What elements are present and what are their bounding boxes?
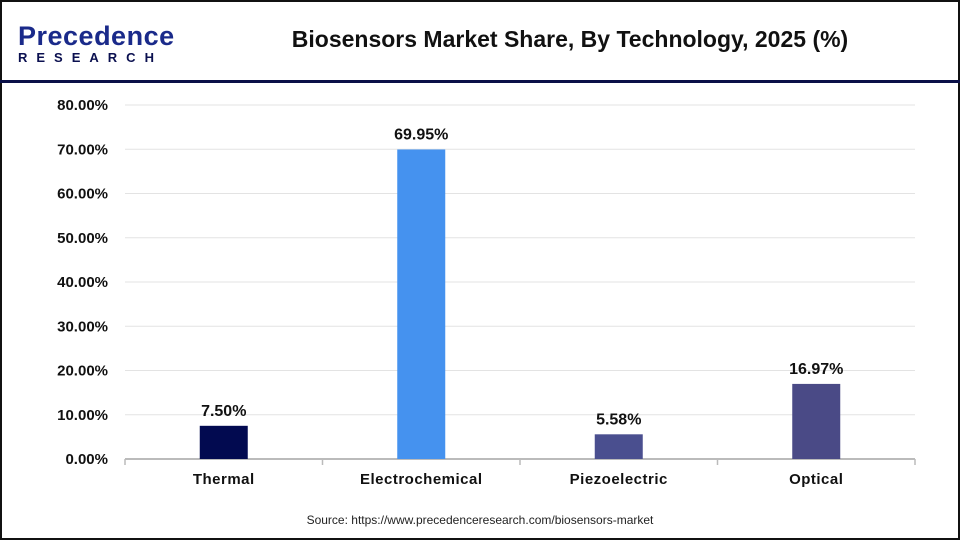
y-tick-label: 70.00% — [57, 141, 108, 158]
data-label: 16.97% — [789, 361, 843, 378]
y-tick-label: 0.00% — [65, 451, 108, 468]
y-tick-label: 80.00% — [57, 97, 108, 114]
data-label: 69.95% — [394, 126, 448, 143]
header: Precedence RESEARCH Biosensors Market Sh… — [0, 0, 960, 83]
logo-text-bottom: RESEARCH — [18, 50, 163, 65]
x-tick-label: Electrochemical — [360, 471, 483, 488]
x-tick-label: Piezoelectric — [570, 471, 668, 488]
x-tick-label: Optical — [789, 471, 843, 488]
data-label: 7.50% — [201, 403, 246, 420]
bar-electrochemical — [397, 149, 446, 459]
y-tick-label: 40.00% — [57, 274, 108, 291]
logo: Precedence RESEARCH — [18, 22, 175, 66]
bar-piezoelectric — [594, 434, 643, 459]
x-tick-label: Thermal — [193, 471, 255, 488]
y-tick-label: 30.00% — [57, 318, 108, 335]
y-tick-label: 60.00% — [57, 186, 108, 203]
y-tick-label: 10.00% — [57, 407, 108, 424]
y-tick-label: 20.00% — [57, 363, 108, 380]
chart-title: Biosensors Market Share, By Technology, … — [291, 26, 849, 52]
logo-text-top: Precedence — [18, 21, 175, 51]
bar-optical — [792, 383, 841, 459]
source-text: Source: https://www.precedenceresearch.c… — [306, 513, 654, 527]
y-tick-label: 50.00% — [57, 230, 108, 247]
data-label: 5.58% — [596, 411, 641, 428]
bar-thermal — [199, 425, 248, 459]
